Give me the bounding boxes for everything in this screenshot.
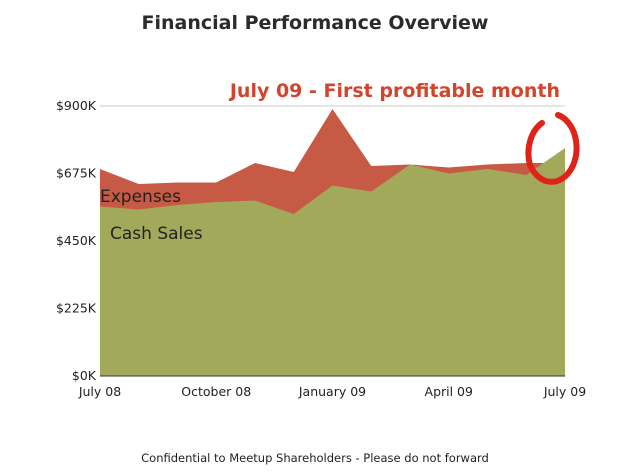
footer-disclaimer: Confidential to Meetup Shareholders - Pl…	[141, 451, 489, 465]
x-tick-label: July 08	[78, 384, 121, 399]
y-tick-label: $450K	[56, 233, 97, 248]
y-tick-label: $0K	[72, 368, 97, 383]
annotation-text: July 09 - First profitable month	[228, 80, 560, 102]
x-tick-label: July 09	[543, 384, 586, 399]
chart-title: Financial Performance Overview	[141, 12, 489, 34]
x-tick-label: October 08	[181, 384, 251, 399]
x-tick-label: April 09	[425, 384, 473, 399]
chart-areas	[100, 109, 565, 376]
series-label-cash-sales: Cash Sales	[110, 224, 203, 244]
cash-sales-area	[100, 148, 565, 376]
highlight-ring	[525, 112, 580, 185]
y-tick-label: $225K	[56, 301, 97, 316]
y-tick-label: $900K	[56, 98, 97, 113]
chart-axes: $0K $225K $450K $675K $900K July 08 October 08…	[56, 98, 586, 399]
highlight-circle	[525, 112, 580, 185]
x-tick-label: January 09	[298, 384, 366, 399]
series-label-expenses: Expenses	[100, 187, 181, 207]
y-tick-label: $675K	[56, 166, 97, 181]
